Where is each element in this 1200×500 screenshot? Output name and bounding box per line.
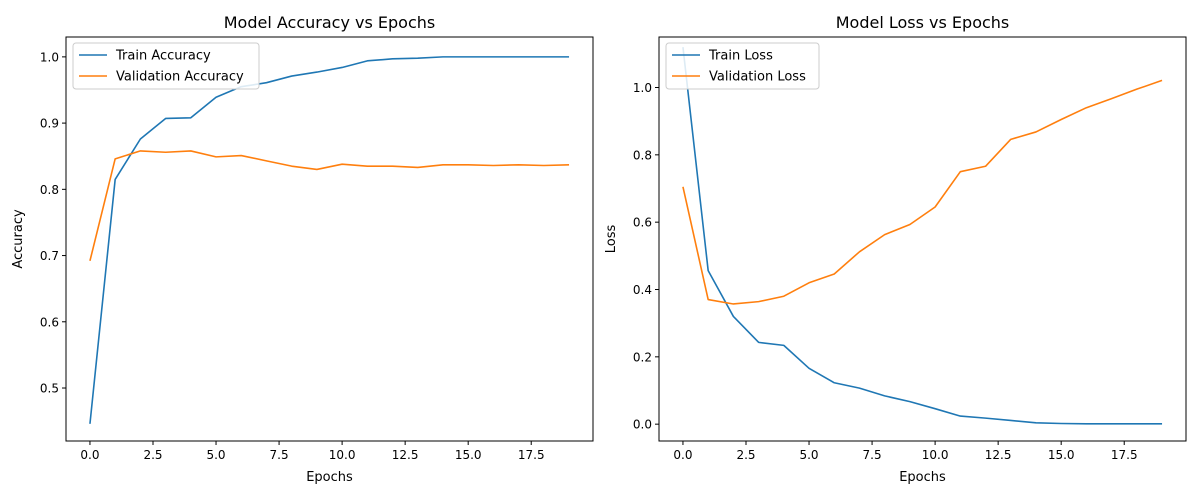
x-tick-label: 10.0 (922, 448, 949, 462)
legend-box (665, 42, 820, 90)
legend: Train Loss Validation Loss (665, 42, 820, 90)
x-tick-label: 17.5 (518, 448, 545, 462)
y-tick-label: 0.5 (40, 382, 59, 396)
x-tick-label: 5.0 (206, 448, 225, 462)
x-tick-label: 2.5 (143, 448, 162, 462)
x-axis-label: Epochs (899, 470, 946, 485)
y-tick-label: 0.2 (633, 350, 652, 364)
x-tick-label: 0.0 (80, 448, 99, 462)
x-tick-label: 10.0 (329, 448, 356, 462)
y-tick-label: 0.6 (40, 315, 59, 329)
legend-label-1: Train Accuracy (115, 49, 211, 64)
plot-area-frame (658, 36, 1187, 442)
y-tick-label: 0.8 (633, 148, 652, 162)
y-tick-label: 0.4 (633, 283, 652, 297)
chart-1: Model Accuracy vs Epochs 0.0 2.5 5.0 7.5 10.0… (11, 13, 594, 485)
series-line-1 (682, 47, 1163, 425)
chart-title: Model Accuracy vs Epochs (224, 13, 435, 32)
legend-label-2: Validation Loss (709, 70, 806, 85)
x-tick-label: 7.5 (270, 448, 289, 462)
y-tick-label: 0.0 (633, 418, 652, 432)
y-tick-label: 1.0 (40, 50, 59, 64)
y-tick-label: 0.9 (40, 117, 59, 131)
legend: Train Accuracy Validation Accuracy (72, 42, 260, 90)
x-axis-label: Epochs (306, 470, 353, 485)
y-tick-label: 0.7 (40, 249, 59, 263)
x-tick-label: 12.5 (985, 448, 1012, 462)
series-line-2 (682, 79, 1163, 305)
chart-title: Model Loss vs Epochs (836, 13, 1010, 32)
x-tick-label: 0.0 (673, 448, 692, 462)
chart-2: Model Loss vs Epochs 0.0 2.5 5.0 7.5 10.0 12.5… (604, 13, 1187, 485)
legend-label-1: Train Loss (708, 49, 773, 64)
x-tick-label: 12.5 (392, 448, 419, 462)
x-tick-label: 7.5 (863, 448, 882, 462)
series-line-2 (89, 150, 570, 262)
y-tick-label: 0.8 (40, 183, 59, 197)
y-axis-label: Accuracy (11, 209, 26, 269)
legend-label-2: Validation Accuracy (116, 70, 244, 85)
plot-area-frame (65, 36, 594, 442)
y-tick-label: 0.6 (633, 216, 652, 230)
y-axis-label: Loss (604, 225, 619, 254)
x-tick-label: 15.0 (1048, 448, 1075, 462)
y-tick-label: 1.0 (633, 81, 652, 95)
x-tick-label: 5.0 (799, 448, 818, 462)
x-tick-label: 2.5 (736, 448, 755, 462)
legend-box (72, 42, 260, 90)
x-tick-label: 17.5 (1111, 448, 1138, 462)
x-tick-label: 15.0 (455, 448, 482, 462)
series-line-1 (89, 56, 570, 424)
